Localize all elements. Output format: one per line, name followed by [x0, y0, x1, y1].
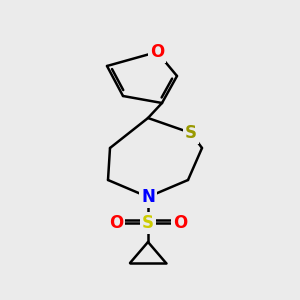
- Text: N: N: [141, 188, 155, 206]
- Text: O: O: [173, 214, 187, 232]
- Text: O: O: [109, 214, 123, 232]
- Text: O: O: [150, 43, 164, 61]
- Text: S: S: [185, 124, 197, 142]
- Text: S: S: [142, 214, 154, 232]
